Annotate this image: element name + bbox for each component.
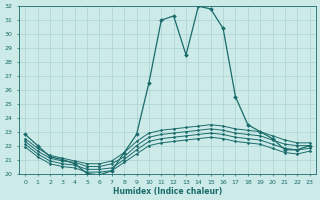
X-axis label: Humidex (Indice chaleur): Humidex (Indice chaleur): [113, 187, 222, 196]
